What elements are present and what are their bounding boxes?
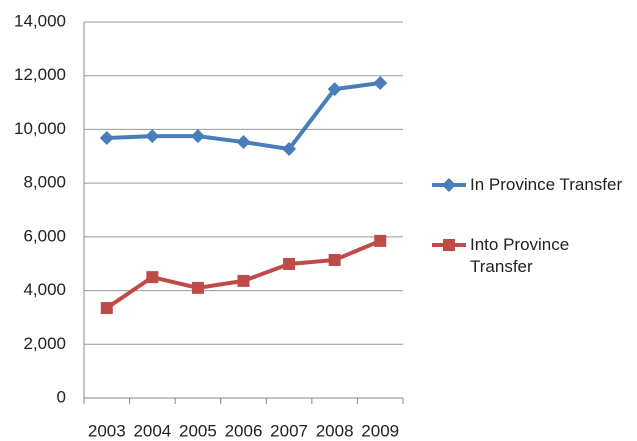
data-point (191, 281, 204, 294)
data-point (374, 234, 387, 247)
legend-marker (442, 178, 456, 192)
x-tick-label: 2004 (133, 421, 171, 440)
y-tick-label: 6,000 (23, 226, 66, 245)
legend-label: In Province Transfer (470, 175, 623, 194)
x-tick-label: 2009 (361, 421, 399, 440)
data-point (327, 82, 342, 97)
y-tick-label: 8,000 (23, 173, 66, 192)
y-tick-label: 2,000 (23, 334, 66, 353)
data-point (99, 131, 114, 146)
data-point (190, 129, 205, 144)
legend-marker (443, 239, 455, 251)
x-tick-label: 2007 (270, 421, 308, 440)
y-tick-label: 10,000 (14, 119, 66, 138)
y-tick-label: 12,000 (14, 65, 66, 84)
data-point (145, 129, 160, 144)
data-point (283, 257, 296, 270)
x-tick-label: 2003 (88, 421, 126, 440)
y-tick-label: 0 (57, 387, 66, 406)
data-point (146, 271, 159, 284)
y-tick-label: 14,000 (14, 11, 66, 30)
legend-label: Into Province Transfer (470, 235, 570, 276)
x-tick-label: 2008 (316, 421, 354, 440)
x-tick-label: 2006 (225, 421, 263, 440)
y-tick-label: 4,000 (23, 280, 66, 299)
data-point (282, 142, 297, 157)
data-point (236, 135, 251, 150)
x-tick-label: 2005 (179, 421, 217, 440)
data-point (237, 274, 250, 287)
data-point (328, 253, 341, 266)
data-point (100, 302, 113, 315)
data-point (373, 75, 388, 90)
